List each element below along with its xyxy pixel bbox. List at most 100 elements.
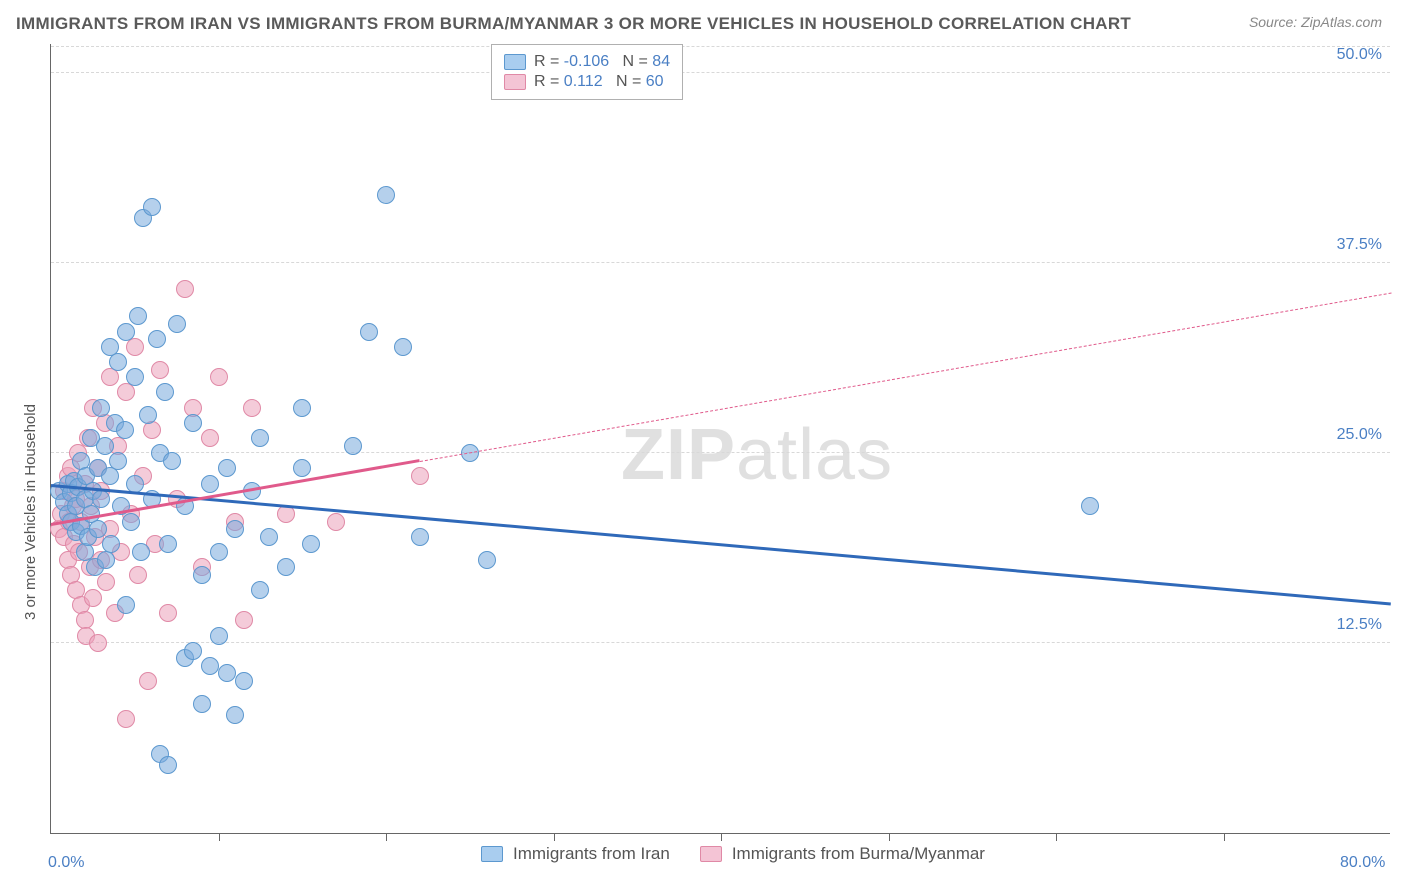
legend-stats-row: R = -0.106 N = 84: [504, 53, 670, 71]
iran-point: [109, 353, 127, 371]
legend-series-item: Immigrants from Burma/Myanmar: [700, 844, 985, 864]
iran-point: [478, 551, 496, 569]
iran-point: [277, 558, 295, 576]
burma-point: [117, 710, 135, 728]
gridline-h: [51, 262, 1390, 263]
burma-point: [243, 399, 261, 417]
iran-point: [1081, 497, 1099, 515]
iran-point: [184, 414, 202, 432]
x-max-label: 80.0%: [1340, 854, 1385, 872]
burma-point: [129, 566, 147, 584]
iran-point: [218, 459, 236, 477]
legend-swatch-icon: [481, 846, 503, 862]
iran-point: [226, 520, 244, 538]
iran-point: [184, 642, 202, 660]
gridline-h: [51, 452, 1390, 453]
burma-point: [210, 368, 228, 386]
burma-point: [235, 611, 253, 629]
iran-point: [235, 672, 253, 690]
iran-point: [126, 368, 144, 386]
iran-point: [201, 475, 219, 493]
iran-point: [159, 535, 177, 553]
iran-point: [139, 406, 157, 424]
iran-point: [96, 437, 114, 455]
burma-point: [97, 573, 115, 591]
iran-point: [159, 756, 177, 774]
legend-series: Immigrants from Iran Immigrants from Burm…: [481, 844, 985, 864]
burma-point: [327, 513, 345, 531]
iran-point: [360, 323, 378, 341]
iran-point: [218, 664, 236, 682]
iran-point: [92, 490, 110, 508]
iran-point: [394, 338, 412, 356]
x-tick: [1224, 833, 1225, 841]
legend-swatch-icon: [700, 846, 722, 862]
legend-stats: R = -0.106 N = 84 R = 0.112 N = 60: [491, 44, 683, 100]
x-tick: [554, 833, 555, 841]
iran-point: [193, 566, 211, 584]
gridline-h: [51, 72, 1390, 73]
iran-point: [117, 596, 135, 614]
burma-point: [126, 338, 144, 356]
iran-point: [148, 330, 166, 348]
y-tick-label: 25.0%: [1337, 426, 1382, 444]
iran-point: [210, 543, 228, 561]
burma-point: [139, 672, 157, 690]
iran-point: [89, 520, 107, 538]
iran-point: [377, 186, 395, 204]
x-tick: [721, 833, 722, 841]
iran-point: [302, 535, 320, 553]
iran-point: [293, 459, 311, 477]
legend-stats-row: R = 0.112 N = 60: [504, 73, 670, 91]
plot-area: ZIPatlas 12.5% 25.0% 37.5% 50.0% R = -0.106 …: [50, 44, 1390, 834]
source-label: Source: ZipAtlas.com: [1249, 14, 1382, 30]
burma-point: [411, 467, 429, 485]
iran-point: [260, 528, 278, 546]
burma-point: [84, 589, 102, 607]
x-tick: [1056, 833, 1057, 841]
iran-point: [117, 323, 135, 341]
burma-point: [151, 361, 169, 379]
burma-point: [143, 421, 161, 439]
iran-point: [109, 452, 127, 470]
iran-point: [251, 581, 269, 599]
burma-point: [176, 280, 194, 298]
iran-point: [344, 437, 362, 455]
iran-point: [168, 315, 186, 333]
burma-point: [201, 429, 219, 447]
watermark: ZIPatlas: [621, 414, 893, 496]
iran-point: [122, 513, 140, 531]
iran-point: [92, 399, 110, 417]
y-axis-label: 3 or more Vehicles in Household: [22, 404, 39, 620]
iran-point: [143, 198, 161, 216]
y-tick-label: 12.5%: [1337, 616, 1382, 634]
iran-point: [226, 706, 244, 724]
iran-point: [201, 657, 219, 675]
iran-point: [116, 421, 134, 439]
legend-stats-text: R = -0.106 N = 84: [534, 53, 670, 71]
burma-point: [89, 634, 107, 652]
iran-point: [156, 383, 174, 401]
gridline-h: [51, 642, 1390, 643]
iran-point: [163, 452, 181, 470]
burma-point: [159, 604, 177, 622]
iran-point: [251, 429, 269, 447]
x-tick: [386, 833, 387, 841]
legend-stats-text: R = 0.112 N = 60: [534, 73, 664, 91]
iran-point: [411, 528, 429, 546]
iran-point: [293, 399, 311, 417]
legend-swatch-icon: [504, 54, 526, 70]
y-tick-label: 50.0%: [1337, 46, 1382, 64]
trend-line-dashed: [419, 293, 1391, 463]
x-min-label: 0.0%: [48, 854, 84, 872]
iran-point: [102, 535, 120, 553]
y-tick-label: 37.5%: [1337, 236, 1382, 254]
iran-point: [193, 695, 211, 713]
legend-series-item: Immigrants from Iran: [481, 844, 670, 864]
legend-series-label: Immigrants from Iran: [513, 844, 670, 864]
iran-point: [129, 307, 147, 325]
x-tick: [219, 833, 220, 841]
iran-point: [132, 543, 150, 561]
chart-title: IMMIGRANTS FROM IRAN VS IMMIGRANTS FROM …: [16, 14, 1131, 34]
x-tick: [889, 833, 890, 841]
